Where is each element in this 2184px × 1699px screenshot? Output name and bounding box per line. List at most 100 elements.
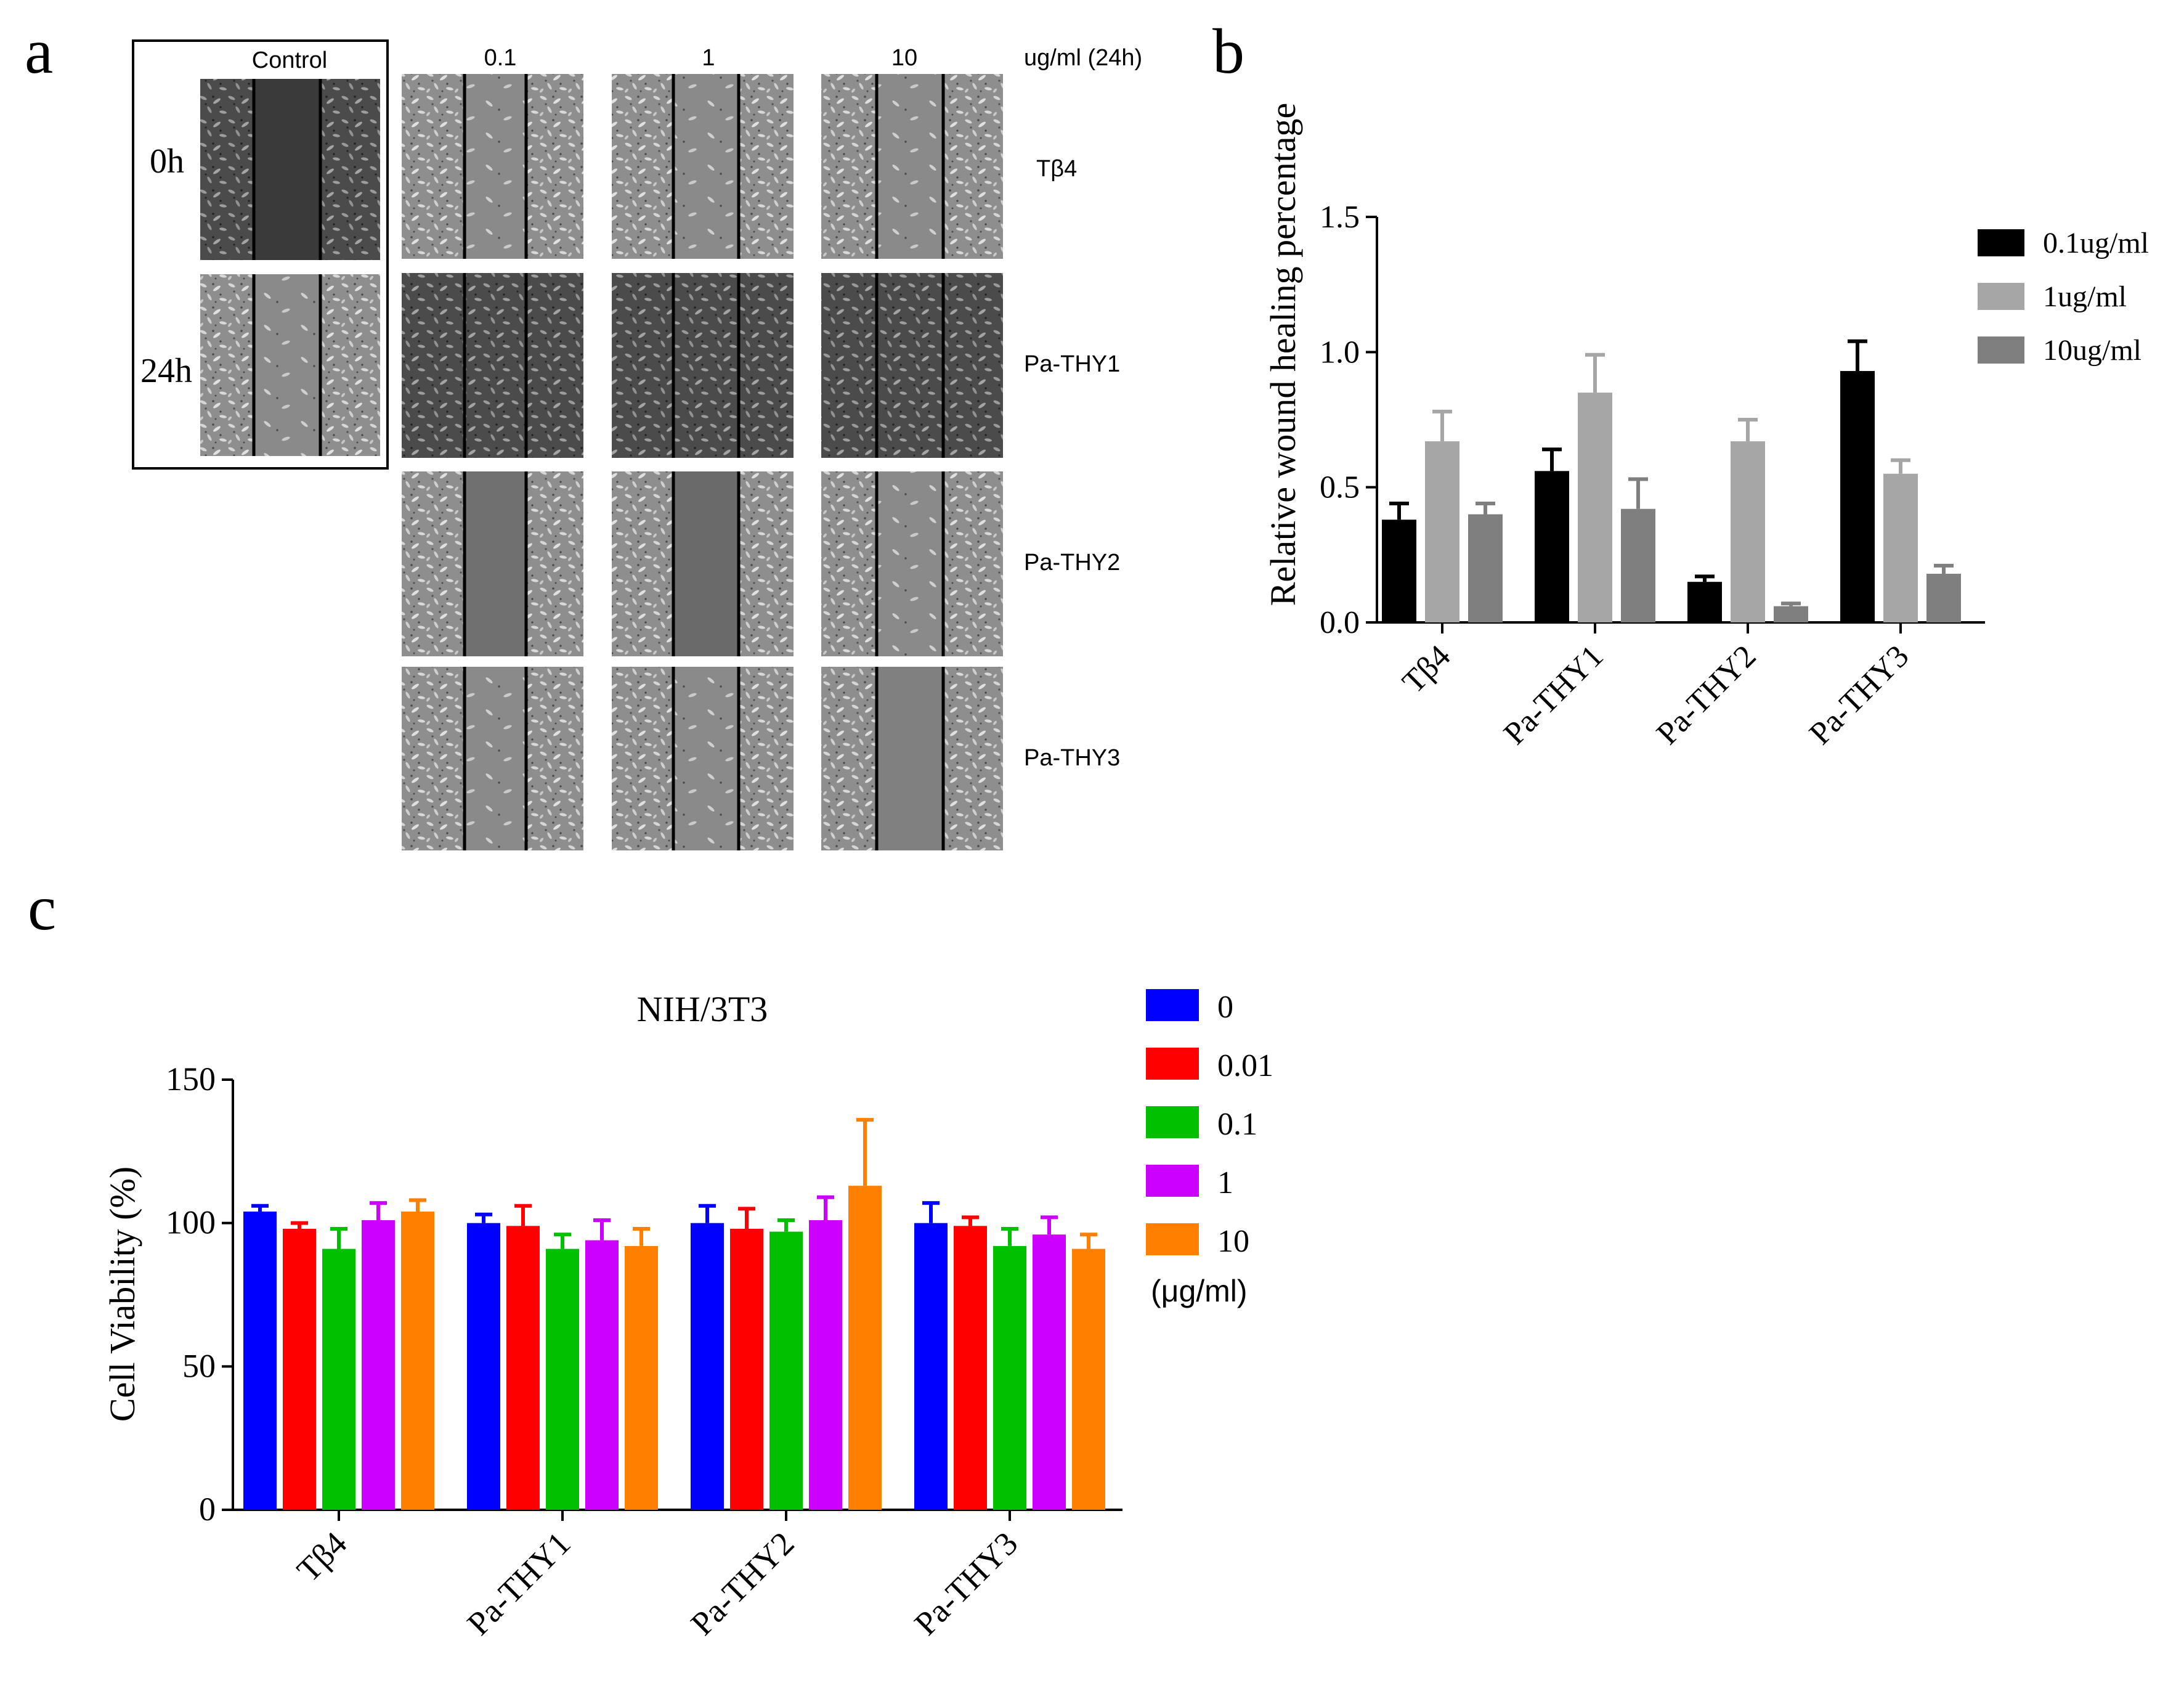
scratch-gap (465, 74, 526, 259)
c-x-tick-label-t-4: Tβ4 (290, 1525, 354, 1589)
conc-header-1: 1 (702, 45, 715, 71)
c-legend-swatch-10 (1146, 1223, 1199, 1255)
c-legend-unit: (μg/ml) (1151, 1274, 1248, 1308)
b-bar-t-4-10ug-ml (1468, 514, 1503, 622)
panel-b-letter: b (1212, 16, 1244, 87)
c-bar-pa-thy1-10 (625, 1245, 658, 1510)
scratch-image-grid (252, 74, 1003, 850)
b-y-tick-label: 0.0 (1320, 605, 1360, 640)
control-label: Control (252, 47, 328, 73)
wound-edge-lines (252, 74, 945, 850)
scratch-gap (877, 667, 943, 850)
c-bar-pa-thy2-1 (809, 1220, 842, 1510)
b-bar-t-4-0-1ug-ml (1382, 519, 1416, 622)
scratch-image (612, 273, 794, 458)
row-label-pa-thy3: Pa-THY3 (1024, 745, 1120, 771)
conc-header-10: 10 (891, 45, 917, 71)
c-bar-t-4-0-01 (283, 1228, 316, 1510)
b-bar-t-4-1ug-ml (1425, 441, 1459, 622)
b-legend-swatch-0-1ug-ml (1978, 229, 2024, 256)
c-x-tick-label-pa-thy1: Pa-THY1 (460, 1525, 578, 1642)
b-bar-pa-thy1-1ug-ml (1578, 393, 1612, 622)
b-legend-swatch-10ug-ml (1978, 336, 2024, 364)
scratch-gap (877, 471, 943, 656)
b-bar-pa-thy2-0-1ug-ml (1687, 582, 1722, 622)
c-legend-label-10: 10 (1217, 1224, 1249, 1259)
b-bars (1382, 339, 1961, 622)
control-box (132, 39, 389, 470)
c-y-ticks: 0 50 100 150 (166, 1061, 233, 1528)
c-bar-pa-thy1-0 (467, 1223, 500, 1510)
c-y-tick-label: 50 (182, 1347, 216, 1384)
c-legend-swatch-0-01 (1146, 1048, 1199, 1080)
c-bar-t-4-1 (362, 1220, 395, 1510)
c-bar-pa-thy3-0 (914, 1223, 948, 1510)
c-bar-pa-thy2-0-1 (769, 1231, 803, 1510)
b-legend-label-0-1ug-ml: 0.1ug/ml (2043, 227, 2149, 259)
b-bar-pa-thy1-0-1ug-ml (1535, 471, 1569, 622)
c-bar-pa-thy3-0-1 (993, 1245, 1026, 1510)
time-label-0h: 0h (150, 142, 184, 181)
scratch-gap (465, 471, 526, 656)
c-bar-pa-thy2-0-01 (730, 1228, 763, 1510)
c-bar-pa-thy1-0-01 (506, 1226, 540, 1510)
b-legend: 0.1ug/ml 1ug/ml 10ug/ml (1978, 227, 2149, 367)
b-x-tick-label-t-4: Tβ4 (1396, 638, 1458, 700)
row-label-tb4: Tβ4 (1036, 156, 1077, 182)
c-bar-t-4-0 (243, 1212, 277, 1510)
c-bar-pa-thy3-0-01 (954, 1226, 987, 1510)
conc-header-0.1: 0.1 (484, 45, 517, 71)
b-bar-pa-thy3-1ug-ml (1883, 473, 1918, 622)
b-x-tick-label-pa-thy3: Pa-THY3 (1803, 638, 1915, 751)
panel-a: a Control 0h 24h 0.1 1 10 ug/ml (24h) (25, 16, 1142, 850)
c-legend-label-0-1: 0.1 (1217, 1107, 1257, 1142)
b-legend-label-1ug-ml: 1ug/ml (2043, 280, 2127, 313)
c-x-tick-labels: Tβ4 Pa-THY1 Pa-THY2 Pa-THY3 (290, 1510, 1025, 1642)
row-label-pa-thy1: Pa-THY1 (1024, 351, 1120, 377)
scratch-gap (877, 74, 943, 259)
c-x-tick-label-pa-thy3: Pa-THY3 (907, 1525, 1025, 1642)
c-x-tick-label-pa-thy2: Pa-THY2 (684, 1525, 802, 1642)
c-legend-label-1: 1 (1217, 1165, 1233, 1200)
c-bar-t-4-10 (401, 1212, 434, 1510)
c-y-tick-label: 100 (166, 1204, 216, 1241)
scratch-gap (673, 471, 739, 656)
b-bar-pa-thy3-10ug-ml (1926, 574, 1961, 622)
b-bar-pa-thy3-0-1ug-ml (1840, 371, 1875, 622)
b-y-tick-label: 1.0 (1320, 335, 1360, 370)
c-legend-swatch-1 (1146, 1165, 1199, 1197)
panel-a-letter: a (25, 16, 53, 87)
c-bar-pa-thy1-1 (585, 1240, 619, 1510)
b-x-tick-label-pa-thy2: Pa-THY2 (1650, 638, 1763, 751)
c-legend: 0 0.01 0.1 1 10 (1146, 989, 1273, 1259)
control-0h-gap (254, 79, 320, 260)
c-legend-label-0-01: 0.01 (1217, 1048, 1273, 1083)
b-x-tick-labels: Tβ4 Pa-THY1 Pa-THY2 Pa-THY3 (1396, 622, 1915, 751)
b-legend-swatch-1ug-ml (1978, 283, 2024, 310)
c-bars (243, 1118, 1105, 1510)
c-y-axis-title: Cell Viability (%) (102, 1167, 142, 1422)
c-y-tick-label: 0 (199, 1491, 216, 1528)
panel-b: b Relative wound healing percentage 0.00… (1212, 16, 2149, 751)
scratch-image (402, 273, 583, 458)
b-y-ticks: 0.0 0.5 1.0 1.5 (1320, 200, 1377, 640)
b-y-tick-label: 1.5 (1320, 200, 1360, 235)
b-legend-label-10ug-ml: 10ug/ml (2043, 334, 2141, 367)
c-bar-pa-thy1-0-1 (546, 1249, 579, 1510)
c-bar-pa-thy2-10 (848, 1186, 882, 1510)
c-legend-label-0: 0 (1217, 990, 1233, 1025)
b-y-tick-label: 0.5 (1320, 470, 1360, 505)
c-bar-pa-thy3-10 (1072, 1249, 1105, 1510)
c-bar-t-4-0-1 (322, 1249, 355, 1510)
scratch-image (821, 273, 1003, 458)
c-legend-swatch-0 (1146, 989, 1199, 1021)
scratch-gap (673, 74, 739, 259)
b-bar-pa-thy1-10ug-ml (1621, 508, 1655, 622)
panel-c-letter: c (28, 873, 56, 943)
time-label-24h: 24h (140, 352, 192, 390)
c-bar-pa-thy2-0 (691, 1223, 724, 1510)
b-bar-pa-thy2-1ug-ml (1731, 441, 1765, 622)
c-legend-swatch-0-1 (1146, 1106, 1199, 1138)
scratch-gap (673, 667, 739, 850)
